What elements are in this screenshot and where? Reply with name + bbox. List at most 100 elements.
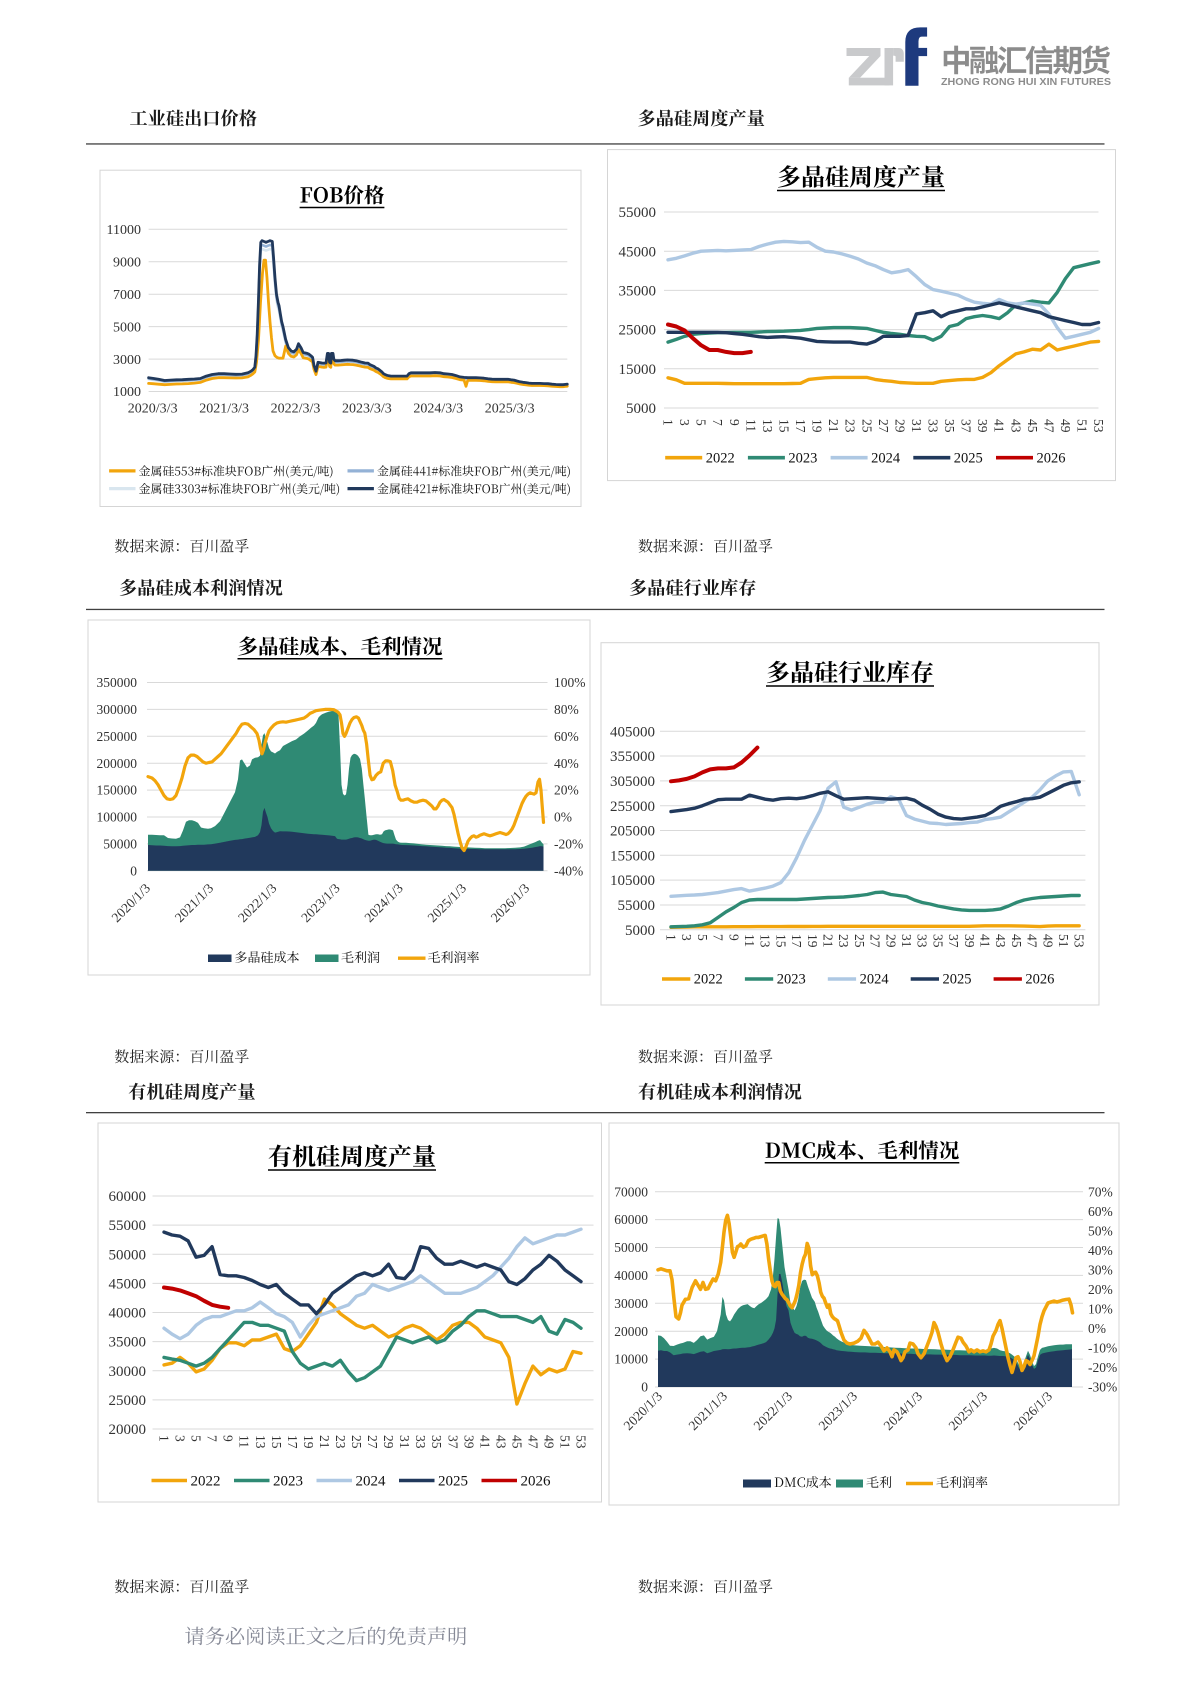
svg-text:10%: 10% — [1088, 1302, 1113, 1317]
svg-text:7000: 7000 — [113, 288, 141, 303]
svg-text:2022: 2022 — [694, 972, 723, 988]
svg-text:17: 17 — [789, 934, 804, 948]
svg-text:50000: 50000 — [614, 1240, 648, 1255]
svg-text:9: 9 — [221, 1435, 236, 1442]
svg-text:43: 43 — [1008, 419, 1023, 433]
svg-text:19: 19 — [805, 934, 820, 948]
svg-text:41: 41 — [992, 419, 1007, 433]
svg-text:20%: 20% — [1088, 1282, 1113, 1297]
svg-text:9: 9 — [726, 934, 741, 941]
svg-text:80%: 80% — [554, 702, 579, 717]
svg-text:2023: 2023 — [273, 1474, 303, 1490]
svg-text:37: 37 — [445, 1435, 460, 1449]
svg-text:0: 0 — [641, 1380, 648, 1395]
svg-text:21: 21 — [826, 419, 841, 433]
svg-text:27: 27 — [365, 1435, 380, 1449]
svg-text:29: 29 — [883, 934, 898, 948]
svg-text:43: 43 — [493, 1435, 508, 1449]
svg-text:300000: 300000 — [97, 702, 138, 717]
svg-text:40%: 40% — [554, 756, 579, 771]
svg-text:41: 41 — [978, 934, 993, 948]
svg-text:53: 53 — [1091, 419, 1106, 433]
svg-text:43: 43 — [993, 934, 1008, 948]
svg-text:-30%: -30% — [1088, 1380, 1117, 1395]
svg-text:47: 47 — [526, 1435, 541, 1449]
svg-text:30000: 30000 — [614, 1296, 648, 1311]
svg-text:39: 39 — [975, 419, 990, 433]
svg-text:25: 25 — [349, 1435, 364, 1449]
svg-text:2021/3/3: 2021/3/3 — [199, 402, 249, 417]
svg-text:0: 0 — [130, 863, 137, 878]
svg-text:49: 49 — [542, 1435, 557, 1449]
svg-text:7: 7 — [711, 934, 726, 941]
svg-text:40000: 40000 — [614, 1268, 648, 1283]
svg-text:2026: 2026 — [1037, 450, 1066, 466]
svg-text:3: 3 — [677, 419, 692, 426]
svg-text:1: 1 — [664, 934, 679, 941]
svg-text:30%: 30% — [1088, 1262, 1113, 1277]
svg-text:35: 35 — [930, 934, 945, 948]
svg-text:2026: 2026 — [1025, 972, 1054, 988]
svg-text:-40%: -40% — [554, 863, 583, 878]
svg-text:50000: 50000 — [103, 837, 137, 852]
svg-text:41: 41 — [477, 1435, 492, 1449]
svg-text:47: 47 — [1041, 419, 1056, 433]
svg-text:ZHONG RONG HUI XIN FUTURES: ZHONG RONG HUI XIN FUTURES — [941, 76, 1111, 88]
svg-text:255000: 255000 — [610, 799, 655, 815]
svg-text:21: 21 — [317, 1435, 332, 1449]
svg-text:305000: 305000 — [610, 774, 655, 790]
svg-text:2020/3/3: 2020/3/3 — [128, 402, 178, 417]
svg-text:29: 29 — [892, 419, 907, 433]
svg-text:5000: 5000 — [626, 401, 656, 417]
svg-text:405000: 405000 — [610, 724, 655, 740]
svg-text:60000: 60000 — [614, 1212, 648, 1227]
svg-text:13: 13 — [758, 934, 773, 948]
svg-text:10000: 10000 — [614, 1352, 648, 1367]
svg-text:35000: 35000 — [109, 1335, 147, 1351]
svg-text:31: 31 — [909, 419, 924, 433]
svg-text:23: 23 — [333, 1435, 348, 1449]
svg-text:20000: 20000 — [109, 1422, 147, 1438]
svg-text:2025/3/3: 2025/3/3 — [485, 402, 535, 417]
svg-text:49: 49 — [1040, 934, 1055, 948]
svg-text:45: 45 — [1009, 934, 1024, 948]
svg-text:7: 7 — [205, 1435, 220, 1442]
svg-text:11000: 11000 — [107, 223, 141, 238]
svg-text:2023: 2023 — [777, 972, 806, 988]
svg-text:5: 5 — [695, 934, 710, 941]
svg-text:3: 3 — [173, 1435, 188, 1442]
svg-text:-10%: -10% — [1088, 1341, 1117, 1356]
svg-text:155000: 155000 — [610, 848, 655, 864]
svg-text:25000: 25000 — [619, 323, 657, 339]
svg-text:2025: 2025 — [954, 450, 983, 466]
svg-text:39: 39 — [962, 934, 977, 948]
svg-text:350000: 350000 — [97, 675, 138, 690]
svg-text:15: 15 — [773, 934, 788, 948]
svg-text:47: 47 — [1025, 934, 1040, 948]
svg-text:55000: 55000 — [618, 898, 656, 914]
svg-text:39: 39 — [461, 1435, 476, 1449]
svg-text:45: 45 — [509, 1435, 524, 1449]
svg-text:5: 5 — [189, 1435, 204, 1442]
svg-text:1: 1 — [661, 419, 676, 426]
svg-text:45: 45 — [1025, 419, 1040, 433]
svg-text:15: 15 — [777, 419, 792, 433]
svg-text:3000: 3000 — [113, 353, 141, 368]
svg-text:5: 5 — [694, 419, 709, 426]
svg-text:27: 27 — [876, 419, 891, 433]
svg-text:51: 51 — [558, 1435, 573, 1449]
svg-text:15000: 15000 — [619, 362, 657, 378]
svg-text:45000: 45000 — [619, 244, 657, 260]
svg-text:31: 31 — [899, 934, 914, 948]
svg-text:37: 37 — [959, 419, 974, 433]
svg-text:70%: 70% — [1088, 1184, 1113, 1199]
svg-text:2023: 2023 — [788, 450, 817, 466]
svg-text:2025: 2025 — [438, 1474, 468, 1490]
svg-text:13: 13 — [760, 419, 775, 433]
svg-text:45000: 45000 — [109, 1277, 147, 1293]
svg-text:205000: 205000 — [610, 824, 655, 840]
svg-text:2022/3/3: 2022/3/3 — [271, 402, 321, 417]
svg-text:60%: 60% — [554, 729, 579, 744]
svg-text:105000: 105000 — [610, 873, 655, 889]
svg-text:9000: 9000 — [113, 255, 141, 270]
